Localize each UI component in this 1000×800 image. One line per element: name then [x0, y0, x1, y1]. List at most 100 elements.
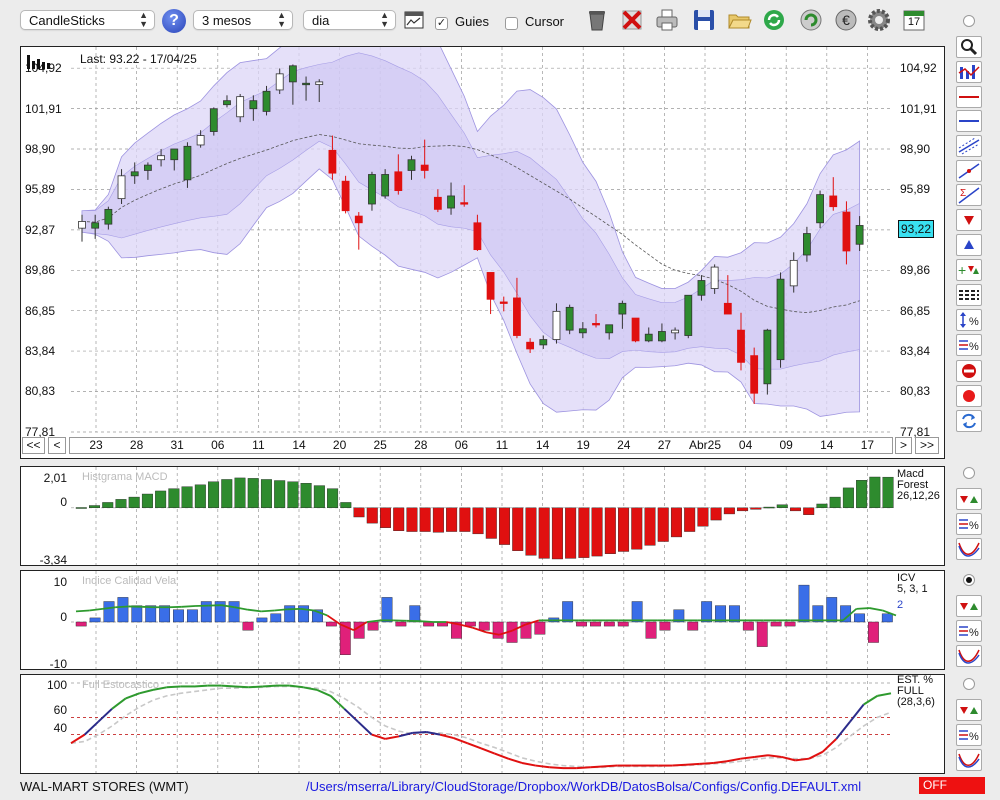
no-entry-button[interactable] [956, 360, 982, 382]
refresh-icon[interactable] [761, 7, 787, 33]
trend-channel-button[interactable] [956, 135, 982, 157]
nav-prev-button[interactable]: < [48, 437, 66, 454]
price-y-label-right: 83,84 [900, 344, 931, 359]
macd-chart-svg[interactable] [21, 467, 944, 565]
zoom-button[interactable] [956, 36, 982, 58]
buy-arrow-button[interactable] [956, 234, 982, 256]
horizontal-line-red-button[interactable] [956, 86, 982, 108]
icv-value: 2 [897, 599, 904, 611]
icv-arrows-button[interactable] [956, 595, 982, 617]
calendar-icon[interactable]: 17 [901, 7, 927, 33]
period-select[interactable]: 3 mesos ▲ ▼ [193, 10, 293, 30]
percent-range-button[interactable]: % [956, 309, 982, 331]
swap-button[interactable] [956, 410, 982, 432]
save-icon[interactable] [691, 7, 717, 33]
macd-bar [155, 490, 167, 509]
macd-percent-button[interactable]: % [956, 513, 982, 535]
updown-arrows-icon [960, 496, 978, 503]
icv-y-bottom: -10 [49, 657, 67, 671]
export-icon[interactable] [798, 7, 824, 33]
add-arrows-icon: + [958, 262, 979, 278]
settings-gear-icon[interactable] [866, 7, 892, 33]
stoch-curve-button[interactable] [956, 749, 982, 771]
candle-body [381, 174, 390, 197]
candle-body [592, 323, 600, 326]
stoch-fast-segment [740, 755, 755, 760]
icv-signal-segment [102, 606, 116, 610]
macd-bar [260, 479, 272, 509]
stoch-arrows-button[interactable] [956, 699, 982, 721]
price-band-inner [81, 52, 860, 370]
svg-text:%: % [969, 731, 979, 743]
nav-last-button[interactable]: >> [915, 437, 939, 454]
icv-chart-svg[interactable] [21, 571, 944, 669]
nav-next-button[interactable]: > [895, 437, 912, 454]
interval-select[interactable]: dia ▲ ▼ [303, 10, 396, 30]
chart-type-value: CandleSticks [29, 12, 105, 28]
icv-bar [200, 601, 212, 623]
red-dot-icon [963, 390, 975, 402]
price-x-label: 28 [414, 438, 428, 452]
nav-first-button[interactable]: << [22, 437, 45, 454]
candle-body [486, 272, 495, 300]
candle-body [855, 225, 864, 245]
chart-window-icon[interactable] [404, 11, 424, 29]
delete-icon[interactable] [619, 7, 645, 33]
icv-signal-segment [353, 621, 368, 631]
icv-percent-button[interactable]: % [956, 620, 982, 642]
config-path-link[interactable]: /Users/mserra/Library/CloudStorage/Dropb… [306, 779, 862, 794]
stoch-fast-segment [139, 688, 154, 695]
trend-line-button[interactable] [956, 160, 982, 182]
macd-bar [168, 488, 180, 509]
curve-icon [958, 542, 980, 557]
dashed-lines-button[interactable] [956, 284, 982, 306]
price-chart-svg[interactable] [21, 47, 944, 458]
icv-radio[interactable] [963, 574, 975, 586]
candle-body [275, 73, 284, 91]
icv-bar [159, 605, 171, 623]
icv-signal-segment [419, 620, 434, 623]
currency-icon[interactable]: € [833, 7, 859, 33]
guides-checkbox[interactable]: ✓ [435, 15, 448, 31]
icv-bar [812, 605, 824, 623]
chart-type-select[interactable]: CandleSticks ▲ ▼ [20, 10, 155, 30]
icv-curve-button[interactable] [956, 645, 982, 667]
stoch-radio[interactable] [963, 678, 975, 690]
candle-body [78, 221, 86, 229]
stoch-fast-segment [863, 695, 878, 706]
candle-type-button[interactable] [956, 61, 982, 83]
main-radio[interactable] [963, 15, 975, 27]
macd-y-bottom: -3,34 [39, 553, 67, 567]
status-off-badge[interactable]: OFF [919, 777, 985, 794]
open-folder-icon[interactable] [726, 7, 752, 33]
percent-lines-button[interactable]: % [956, 334, 982, 356]
record-button[interactable] [956, 385, 982, 407]
macd-arrows-button[interactable] [956, 488, 982, 510]
macd-radio[interactable] [963, 467, 975, 479]
stoch-chart-svg[interactable] [21, 675, 944, 773]
sell-arrow-button[interactable] [956, 209, 982, 231]
fibonacci-button[interactable]: Σ [956, 184, 982, 206]
stoch-percent-button[interactable]: % [956, 724, 982, 746]
cursor-checkbox[interactable] [505, 15, 518, 31]
stoch-fast-segment [221, 684, 236, 688]
help-icon[interactable]: ? [162, 9, 186, 33]
trash-icon[interactable] [584, 7, 610, 33]
icv-signal-segment [512, 623, 527, 632]
icv-legend-line-1: ICV [897, 572, 916, 584]
icv-y-zero: 0 [60, 610, 67, 624]
macd-curve-button[interactable] [956, 538, 982, 560]
candle-body [552, 310, 561, 340]
icv-signal-segment [869, 607, 883, 612]
cursor-label: Cursor [525, 14, 565, 29]
print-icon[interactable] [654, 7, 680, 33]
horizontal-line-blue-button[interactable] [956, 110, 982, 132]
icv-bar [784, 621, 796, 627]
icv-bar [89, 617, 101, 623]
stoch-fast-segment [835, 721, 851, 740]
add-indicator-button[interactable]: + [956, 259, 982, 281]
candle-body [710, 266, 719, 289]
icv-signal-segment [366, 619, 381, 623]
cursor-check-box [505, 17, 518, 31]
icv-signal-segment [485, 631, 500, 636]
